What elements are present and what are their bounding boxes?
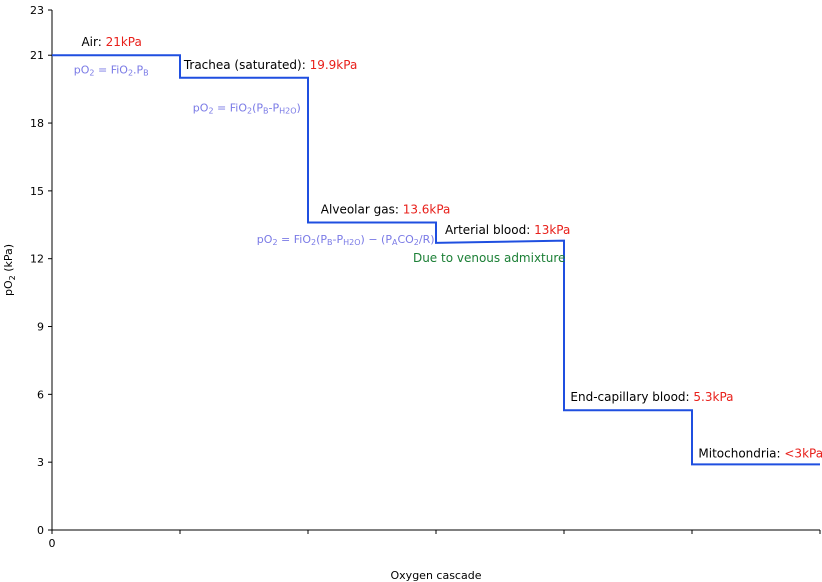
y-tick-label: 23	[30, 4, 44, 17]
cascade-line	[52, 54, 820, 466]
stage-name: Alveolar gas:	[321, 202, 403, 216]
x-tick-label: 0	[49, 537, 56, 550]
formula-text: CO	[397, 233, 414, 246]
formula-label: pO2 = FiO2(PB-PH2O)	[193, 102, 301, 116]
stage-label: Trachea (saturated): 19.9kPa	[183, 58, 357, 72]
stage-name: End-capillary blood:	[570, 390, 693, 404]
formula-text: /R)	[419, 233, 435, 246]
y-tick-label: 9	[37, 321, 44, 334]
y-tick-label: 0	[37, 524, 44, 537]
annotations: Air: 21kPa Trachea (saturated): 19.9kPa Al…	[74, 35, 822, 460]
formula-text: = FiO	[278, 233, 312, 246]
formula-text: pO	[193, 102, 209, 115]
y-axis-label-unit: (kPa)	[2, 244, 15, 275]
stage-label: Mitochondria: <3kPa	[698, 447, 822, 461]
y-tick-label: 15	[30, 185, 44, 198]
formula-subscript: B	[143, 68, 149, 77]
formula-label: pO2 = FiO2.PB	[74, 63, 149, 77]
formula-subscript: 2	[414, 238, 419, 247]
formula-text: .P	[133, 63, 143, 76]
formula-subscript: 2	[272, 238, 277, 247]
formula-subscript: 2	[128, 68, 133, 77]
formula-subscript: 2	[89, 68, 94, 77]
y-axis-label-main: pO	[2, 280, 15, 296]
stage-label: Air: 21kPa	[81, 35, 141, 49]
y-tick-label: 12	[30, 253, 44, 266]
axes: 0 3 6 9 12 15 18 21 23 0	[30, 4, 821, 550]
formula-label: pO2 = FiO2(PB-PH2O) − (PACO2/R)	[257, 233, 435, 247]
chart-marks	[52, 54, 820, 466]
stage-value: 13kPa	[534, 223, 570, 237]
formula-text: -P	[269, 102, 280, 115]
formula-subscript: 2	[311, 238, 316, 247]
stage-name: Arterial blood:	[445, 223, 534, 237]
stage-value: 19.9kPa	[310, 58, 358, 72]
formula-subscript: H2O	[343, 238, 360, 247]
stage-value: 13.6kPa	[403, 202, 451, 216]
formula-text: -P	[333, 233, 344, 246]
y-tick-label: 6	[37, 388, 44, 401]
note-label: Due to venous admixture	[413, 251, 565, 265]
x-axis-label: Oxygen cascade	[391, 569, 482, 582]
stage-name: Trachea (saturated):	[183, 58, 310, 72]
y-axis-label-sub: 2	[8, 275, 17, 280]
formula-subscript: H2O	[279, 107, 296, 116]
stage-value: <3kPa	[784, 447, 822, 461]
y-tick-label: 21	[30, 49, 44, 62]
formula-subscript: B	[327, 238, 333, 247]
y-axis-label: pO2 (kPa)	[2, 244, 17, 296]
stage-value: 21kPa	[106, 35, 142, 49]
stage-name: Mitochondria:	[698, 447, 784, 461]
formula-subscript: 2	[208, 107, 213, 116]
formula-text: ) − (P	[361, 233, 393, 246]
formula-text: (P	[316, 233, 327, 246]
stage-value: 5.3kPa	[693, 390, 733, 404]
stage-name: Air:	[81, 35, 105, 49]
formula-text: pO	[257, 233, 273, 246]
formula-subscript: A	[392, 238, 398, 247]
formula-subscript: 2	[247, 107, 252, 116]
formula-text: pO	[74, 63, 90, 76]
formula-text: )	[297, 102, 301, 115]
formula-subscript: B	[263, 107, 269, 116]
stage-label: End-capillary blood: 5.3kPa	[570, 390, 733, 404]
formula-text: = FiO	[214, 102, 248, 115]
stage-label: Alveolar gas: 13.6kPa	[321, 202, 451, 216]
stage-label: Arterial blood: 13kPa	[445, 223, 570, 237]
y-tick-label: 18	[30, 117, 44, 130]
y-tick-label: 3	[37, 456, 44, 469]
formula-text: = FiO	[94, 63, 128, 76]
formula-text: (P	[252, 102, 263, 115]
